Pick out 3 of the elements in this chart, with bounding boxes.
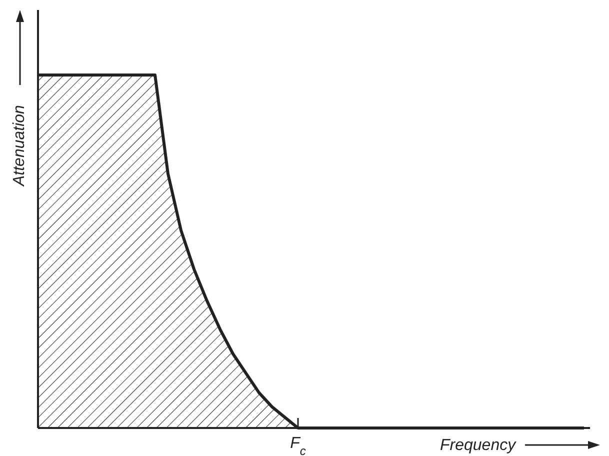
x-axis-title: Frequency <box>440 437 517 454</box>
y-axis-title: Attenuation <box>11 104 28 187</box>
text: F$_{c}$ <box>290 435 306 456</box>
